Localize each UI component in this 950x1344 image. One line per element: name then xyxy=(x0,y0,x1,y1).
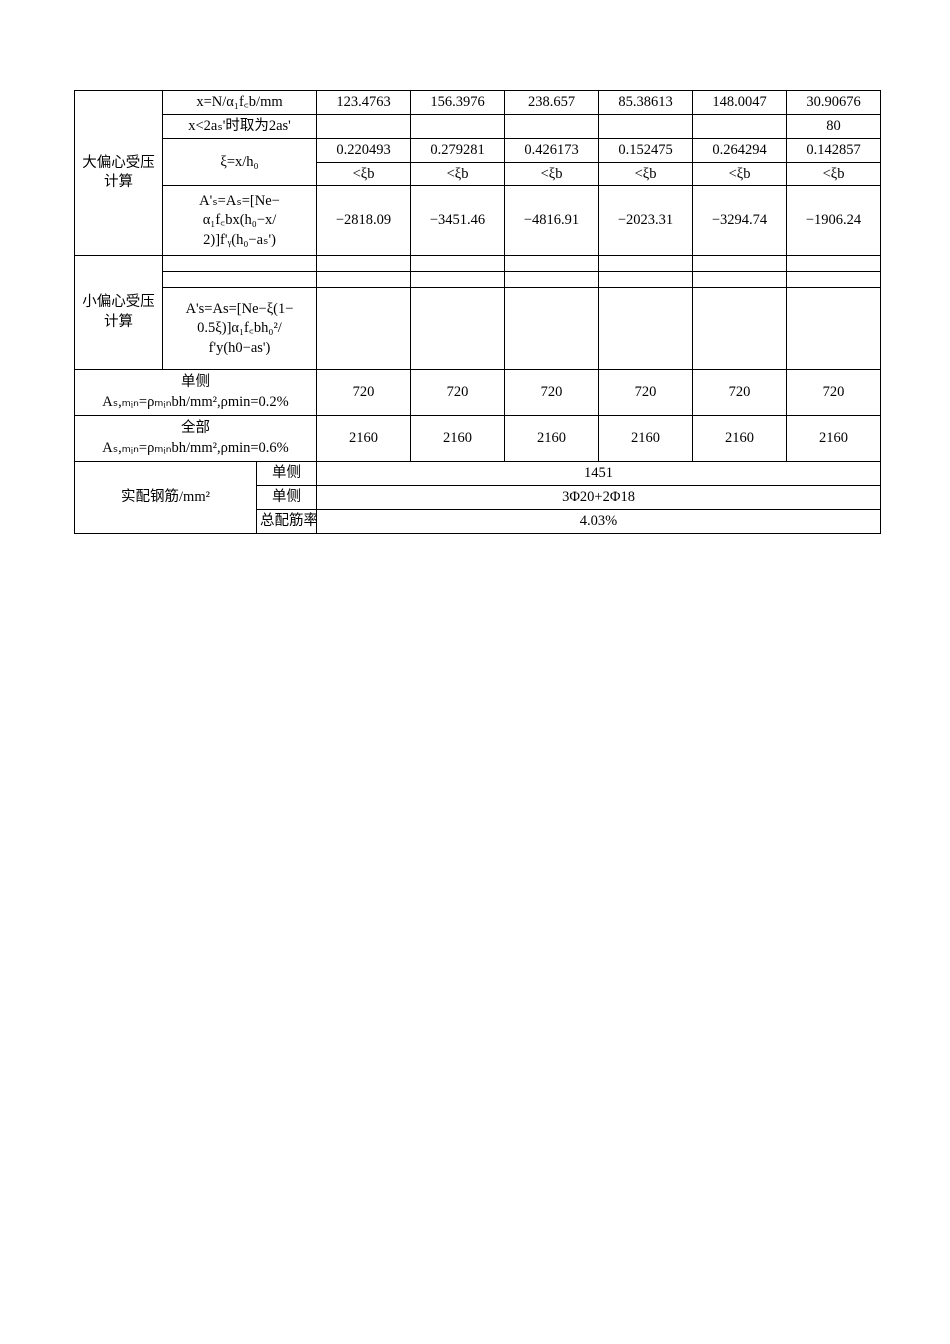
cell: 720 xyxy=(599,370,693,416)
cell: <ξb xyxy=(411,162,505,186)
label-xi: ξ=x/h₀ xyxy=(163,138,317,186)
label-x2as: x<2aₛ'时取为2as' xyxy=(163,114,317,138)
cell xyxy=(163,256,317,272)
cell: 80 xyxy=(787,114,881,138)
cell: 0.152475 xyxy=(599,138,693,162)
cell xyxy=(787,288,881,370)
cell: 30.90676 xyxy=(787,91,881,115)
cell: 2160 xyxy=(505,416,599,462)
cell: <ξb xyxy=(317,162,411,186)
cell: 1451 xyxy=(317,462,881,486)
cell: 720 xyxy=(693,370,787,416)
cell xyxy=(693,114,787,138)
cell xyxy=(693,288,787,370)
cell: 0.142857 xyxy=(787,138,881,162)
cell: 0.264294 xyxy=(693,138,787,162)
cell: 238.657 xyxy=(505,91,599,115)
cell: −1906.24 xyxy=(787,186,881,256)
cell xyxy=(505,288,599,370)
cell xyxy=(693,272,787,288)
cell xyxy=(317,288,411,370)
cell: 720 xyxy=(411,370,505,416)
cell: 2160 xyxy=(411,416,505,462)
cell: <ξb xyxy=(599,162,693,186)
cell: 720 xyxy=(787,370,881,416)
cell: 4.03% xyxy=(317,510,881,534)
cell xyxy=(505,272,599,288)
text: Aₛ,ₘᵢₙ=ρₘᵢₙbh/mm²,ρmin=0.2% xyxy=(102,394,289,410)
cell: −3294.74 xyxy=(693,186,787,256)
label-rebar: 实配钢筋/mm² xyxy=(75,462,257,534)
cell: 85.38613 xyxy=(599,91,693,115)
cell xyxy=(599,256,693,272)
cell: 总配筋率 xyxy=(257,510,317,534)
cell xyxy=(599,272,693,288)
cell: 720 xyxy=(317,370,411,416)
cell: 2160 xyxy=(317,416,411,462)
label-as-small: A's=As=[Ne−ξ(1−0.5ξ)]α₁f꜀bh₀²/f'y(h0−as'… xyxy=(163,288,317,370)
cell: 156.3976 xyxy=(411,91,505,115)
cell xyxy=(411,272,505,288)
text: 全部 xyxy=(181,420,210,436)
cell xyxy=(787,272,881,288)
label-all: 全部 Aₛ,ₘᵢₙ=ρₘᵢₙbh/mm²,ρmin=0.6% xyxy=(75,416,317,462)
cell: <ξb xyxy=(693,162,787,186)
cell: −2023.31 xyxy=(599,186,693,256)
cell xyxy=(787,256,881,272)
cell: −4816.91 xyxy=(505,186,599,256)
cell: 单侧 xyxy=(257,486,317,510)
cell xyxy=(317,272,411,288)
cell xyxy=(411,256,505,272)
text: Aₛ,ₘᵢₙ=ρₘᵢₙbh/mm²,ρmin=0.6% xyxy=(102,440,289,456)
cell xyxy=(411,114,505,138)
section-large-eccentric: 大偏心受压计算 xyxy=(75,91,163,256)
section-small-eccentric: 小偏心受压计算 xyxy=(75,256,163,370)
cell: 148.0047 xyxy=(693,91,787,115)
cell xyxy=(693,256,787,272)
label-as-big: A'ₛ=Aₛ=[Ne−α₁f꜀bx(h₀−x/2)]f'ᵧ(h₀−aₛ') xyxy=(163,186,317,256)
cell: 720 xyxy=(505,370,599,416)
cell: 单侧 xyxy=(257,462,317,486)
cell: 0.426173 xyxy=(505,138,599,162)
cell xyxy=(599,114,693,138)
cell xyxy=(505,114,599,138)
cell xyxy=(317,114,411,138)
cell: 3Φ20+2Φ18 xyxy=(317,486,881,510)
label-x: x=N/α₁f꜀b/mm xyxy=(163,91,317,115)
label-single-side: 单侧 Aₛ,ₘᵢₙ=ρₘᵢₙbh/mm²,ρmin=0.2% xyxy=(75,370,317,416)
cell: 123.4763 xyxy=(317,91,411,115)
cell xyxy=(411,288,505,370)
cell xyxy=(599,288,693,370)
cell: 2160 xyxy=(599,416,693,462)
cell: <ξb xyxy=(787,162,881,186)
cell: 2160 xyxy=(787,416,881,462)
cell xyxy=(163,272,317,288)
cell xyxy=(505,256,599,272)
cell: 2160 xyxy=(693,416,787,462)
text: 单侧 xyxy=(181,374,210,390)
cell: −3451.46 xyxy=(411,186,505,256)
cell: <ξb xyxy=(505,162,599,186)
cell: 0.279281 xyxy=(411,138,505,162)
cell: −2818.09 xyxy=(317,186,411,256)
cell xyxy=(317,256,411,272)
cell: 0.220493 xyxy=(317,138,411,162)
